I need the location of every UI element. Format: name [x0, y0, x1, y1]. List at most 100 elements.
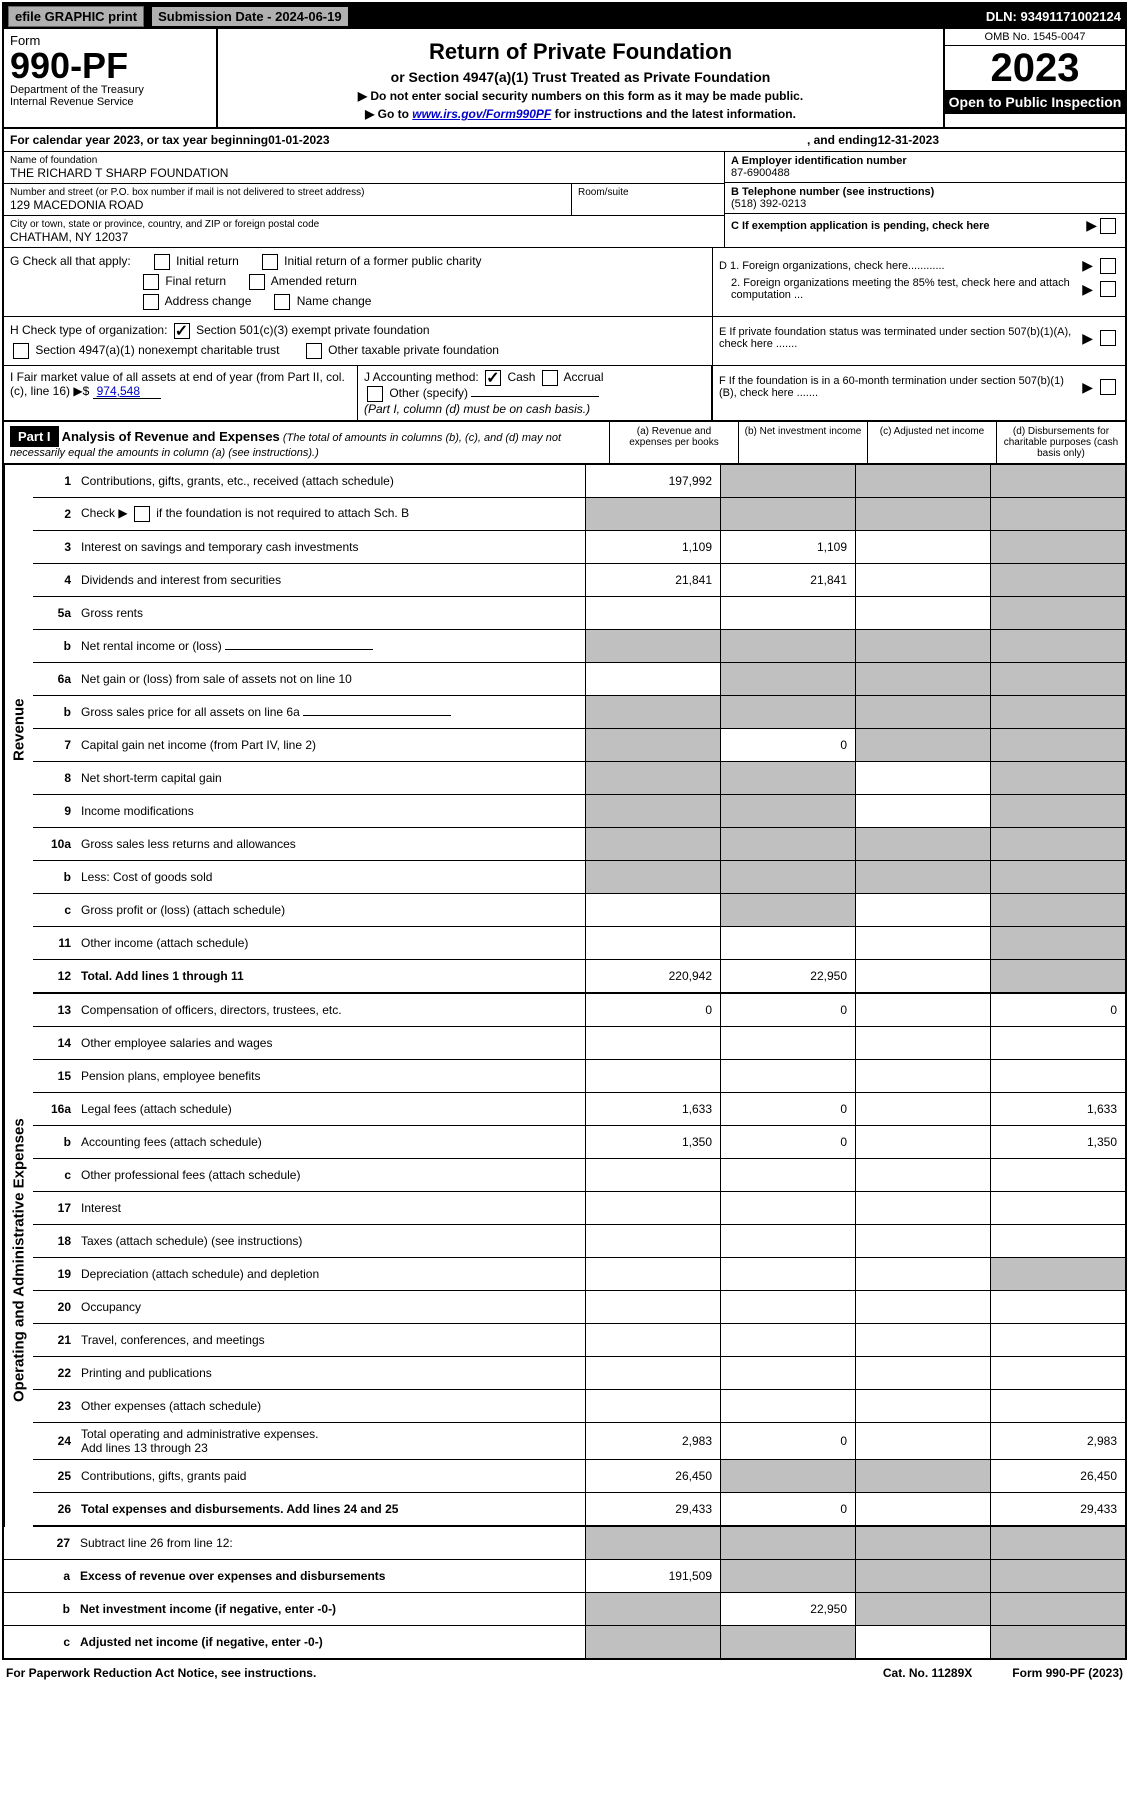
amt-b: 22,950 [721, 1593, 856, 1626]
amt-a: 26,450 [586, 1460, 721, 1493]
rental-input[interactable] [225, 649, 373, 650]
ein-value: 87-6900488 [731, 167, 1119, 179]
amt-c [856, 828, 991, 861]
part1-title: Analysis of Revenue and Expenses [62, 429, 280, 444]
form-link[interactable]: www.irs.gov/Form990PF [412, 107, 551, 121]
amt-c [856, 795, 991, 828]
check-section-h: H Check type of organization: Section 50… [4, 317, 1125, 366]
table-row: 16aLegal fees (attach schedule)1,63301,6… [33, 1093, 1125, 1126]
row-num: 4 [33, 564, 75, 597]
amt-d [991, 894, 1126, 927]
j-accrual-checkbox[interactable] [542, 370, 558, 386]
efile-print-button[interactable]: efile GRAPHIC print [8, 6, 144, 27]
initial-former-checkbox[interactable] [262, 254, 278, 270]
amt-c [856, 1560, 991, 1593]
amt-d [991, 861, 1126, 894]
h-501c3: Section 501(c)(3) exempt private foundat… [196, 323, 429, 337]
amt-a [586, 1291, 721, 1324]
irs-label: Internal Revenue Service [10, 96, 210, 108]
h-other-checkbox[interactable] [306, 343, 322, 359]
table-row: 11Other income (attach schedule) [33, 927, 1125, 960]
table-row: 12Total. Add lines 1 through 11220,94222… [33, 960, 1125, 994]
amt-a: 2,983 [586, 1423, 721, 1460]
row-desc: Net investment income (if negative, ente… [74, 1593, 586, 1626]
name-label: Name of foundation [10, 155, 718, 166]
row-num: 20 [33, 1291, 75, 1324]
part1-badge: Part I [10, 426, 59, 447]
d1-checkbox[interactable] [1100, 258, 1116, 274]
arrow-icon: ▶ [1082, 257, 1093, 274]
amt-c [856, 1593, 991, 1626]
table-row: 4Dividends and interest from securities2… [33, 564, 1125, 597]
table-row: 8Net short-term capital gain [33, 762, 1125, 795]
row-num: 6a [33, 663, 75, 696]
amt-c [856, 1126, 991, 1159]
amt-c [856, 1390, 991, 1423]
amt-d: 29,433 [991, 1493, 1126, 1527]
amt-c [856, 498, 991, 531]
row-desc: Gross profit or (loss) (attach schedule) [75, 894, 586, 927]
submission-date-badge: Submission Date - 2024-06-19 [152, 7, 348, 26]
table-row: 18Taxes (attach schedule) (see instructi… [33, 1225, 1125, 1258]
amt-d [991, 1291, 1126, 1324]
street-address: 129 MACEDONIA ROAD [10, 198, 565, 212]
table-row: aExcess of revenue over expenses and dis… [4, 1560, 1125, 1593]
c-checkbox[interactable] [1100, 218, 1116, 234]
row-num: c [33, 1159, 75, 1192]
row-desc: Compensation of officers, directors, tru… [75, 994, 586, 1027]
arrow-icon: ▶ [1082, 379, 1093, 396]
phone-cell: B Telephone number (see instructions) (5… [725, 183, 1125, 214]
c-label: C If exemption application is pending, c… [731, 220, 1086, 232]
amt-d [991, 597, 1126, 630]
amt-b [721, 1357, 856, 1390]
address-change-checkbox[interactable] [143, 294, 159, 310]
amended-checkbox[interactable] [249, 274, 265, 290]
row-desc: Total. Add lines 1 through 11 [75, 960, 586, 994]
h-501c3-checkbox[interactable] [174, 323, 190, 339]
amt-c [856, 1357, 991, 1390]
amt-d: 1,350 [991, 1126, 1126, 1159]
g-name: Name change [297, 294, 372, 308]
j-other-checkbox[interactable] [367, 386, 383, 402]
j-other: Other (specify) [389, 386, 468, 400]
f-checkbox[interactable] [1100, 379, 1116, 395]
final-return-checkbox[interactable] [143, 274, 159, 290]
j-cash-checkbox[interactable] [485, 370, 501, 386]
row-num: 13 [33, 994, 75, 1027]
e-checkbox[interactable] [1100, 330, 1116, 346]
j-other-input[interactable] [471, 396, 599, 397]
page-footer: For Paperwork Reduction Act Notice, see … [0, 1662, 1129, 1684]
name-change-checkbox[interactable] [274, 294, 290, 310]
city-cell: City or town, state or province, country… [4, 216, 724, 247]
gross-sales-input[interactable] [303, 715, 451, 716]
amt-a [586, 663, 721, 696]
row-desc: Other income (attach schedule) [75, 927, 586, 960]
instr-goto: ▶ Go to www.irs.gov/Form990PF for instru… [224, 107, 937, 121]
amt-c [856, 1291, 991, 1324]
name-cell: Name of foundation THE RICHARD T SHARP F… [4, 152, 724, 184]
table-row: 27Subtract line 26 from line 12: [4, 1527, 1125, 1560]
amt-d [991, 498, 1126, 531]
initial-return-checkbox[interactable] [154, 254, 170, 270]
amt-a [586, 1527, 721, 1560]
amt-a: 29,433 [586, 1493, 721, 1527]
table-row: bNet investment income (if negative, ent… [4, 1593, 1125, 1626]
table-row: 6aNet gain or (loss) from sale of assets… [33, 663, 1125, 696]
h-4947-checkbox[interactable] [13, 343, 29, 359]
row-num: 24 [33, 1423, 75, 1460]
row-desc: Adjusted net income (if negative, enter … [74, 1626, 586, 1659]
amt-c [856, 1324, 991, 1357]
amt-c [856, 729, 991, 762]
amt-b: 0 [721, 994, 856, 1027]
sch-b-checkbox[interactable] [134, 506, 150, 522]
part1-title-cell: Part I Analysis of Revenue and Expenses … [4, 422, 609, 463]
amt-a [586, 795, 721, 828]
phone-value: (518) 392-0213 [731, 198, 1119, 210]
fmv-value[interactable]: 974,548 [93, 384, 161, 399]
amt-d [991, 1626, 1126, 1659]
amt-b [721, 1291, 856, 1324]
d2-checkbox[interactable] [1100, 281, 1116, 297]
amt-a [586, 1626, 721, 1659]
amt-a: 1,633 [586, 1093, 721, 1126]
room-label: Room/suite [578, 187, 718, 198]
